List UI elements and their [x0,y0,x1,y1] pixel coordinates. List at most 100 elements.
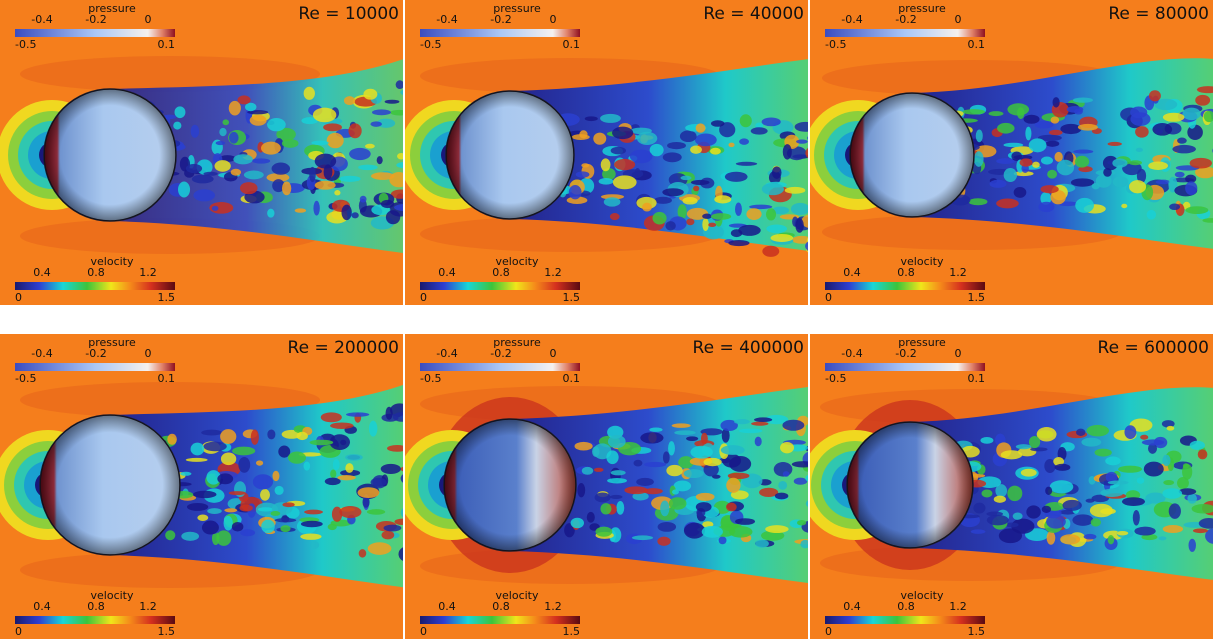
wake-eddy [1152,123,1172,136]
wake-eddy [585,116,598,121]
velocity-min-label: 0 [420,625,427,638]
wake-eddy [1198,449,1208,459]
wake-eddy [735,518,755,525]
wake-eddy [1169,203,1180,210]
sphere-shade [44,89,176,221]
velocity-max-label: 1.5 [158,291,176,304]
wake-eddy [665,221,675,230]
wake-eddy [708,223,716,227]
wake-eddy [1049,130,1063,136]
wake-eddy [660,500,669,516]
wake-eddy [657,537,670,546]
wake-eddy [239,505,252,512]
wake-eddy [201,430,222,436]
wake-eddy [315,154,336,169]
wake-eddy [672,489,679,494]
pressure-max-label: 0.1 [563,372,581,385]
pressure-max-label: 0.1 [158,372,176,385]
wake-eddy [341,205,351,221]
velocity-tick-label: 0.8 [87,600,105,613]
wake-eddy [1076,429,1085,436]
pressure-tick-label: -0.4 [436,13,457,26]
wake-eddy [600,114,621,123]
wake-eddy [794,478,807,485]
wake-eddy [1047,531,1056,545]
wake-eddy [702,526,723,538]
wake-eddy [1162,488,1182,499]
wake-eddy [313,108,336,123]
wake-eddy [229,132,239,144]
wake-eddy [736,162,757,166]
wake-eddy [250,115,267,126]
velocity-tick-label: 0.8 [492,600,510,613]
wake-eddy [396,80,404,89]
wake-eddy [576,171,590,177]
wake-eddy [358,487,380,498]
pressure-max-label: 0.1 [968,38,986,51]
pressure-min-label: -0.5 [420,38,441,51]
velocity-colorbar [825,282,985,290]
wake-eddy [1118,466,1142,473]
wake-eddy [755,540,769,548]
wake-eddy [766,225,787,234]
wake-eddy [217,473,233,484]
wake-eddy [971,529,986,534]
wake-eddy [397,153,405,160]
wake-eddy [1134,527,1155,536]
wake-eddy [1014,187,1027,198]
wake-eddy [175,106,186,118]
wake-eddy [611,470,626,475]
wake-eddy [258,507,274,511]
wake-eddy [368,542,392,555]
wake-eddy [197,515,208,521]
wake-eddy [1135,126,1149,138]
wake-eddy [267,209,274,218]
wake-eddy [696,123,706,132]
wake-eddy [1144,462,1164,477]
pressure-tick-label: 0 [145,347,152,360]
velocity-tick-label: 0.4 [843,266,861,279]
wake-eddy [232,522,243,531]
wake-eddy [762,183,784,195]
wake-eddy [240,529,255,536]
velocity-tick-label: 0.8 [87,266,105,279]
wake-eddy [1133,510,1140,526]
wake-eddy [1020,158,1033,166]
wake-eddy [1156,180,1171,185]
wake-eddy [344,96,355,105]
wake-eddy [728,473,750,479]
velocity-tick-label: 0.8 [897,266,915,279]
wake-eddy [754,417,772,422]
wake-eddy [224,516,233,531]
wake-eddy [1090,504,1113,518]
pressure-tick-label: -0.4 [31,13,52,26]
wake-eddy [1072,514,1093,526]
wake-eddy [345,454,363,461]
wake-eddy [680,176,691,180]
wake-eddy [384,525,402,532]
wake-eddy [704,458,722,466]
wake-eddy [253,474,273,489]
wake-eddy [275,518,297,522]
wake-eddy [229,491,246,495]
wake-eddy [791,203,810,215]
wake-eddy [1129,180,1146,193]
wake-eddy [385,100,400,104]
wake-eddy [301,521,323,527]
pressure-colorbar [825,29,985,37]
wake-eddy [604,197,621,206]
wake-eddy [658,522,676,532]
velocity-tick-label: 1.2 [949,266,967,279]
wake-eddy [1193,529,1208,534]
wake-eddy [186,458,208,462]
wake-eddy [282,139,299,148]
wake-eddy [751,422,768,426]
wake-eddy [387,445,407,452]
wake-eddy [221,453,236,466]
wake-eddy [256,460,263,465]
wake-eddy [1086,499,1095,503]
panel: Re = 10000pressure-0.4-0.20-0.50.1veloci… [0,0,427,305]
wake-eddy [323,123,342,131]
wake-eddy [739,429,763,434]
wake-eddy [719,536,727,544]
